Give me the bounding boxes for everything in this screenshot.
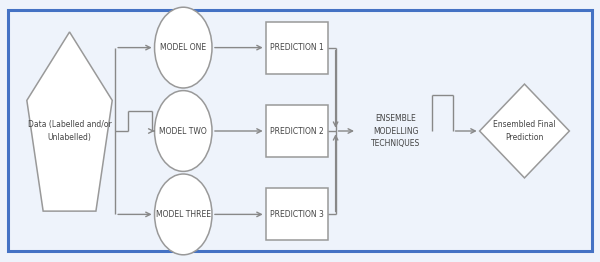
Text: ENSEMBLE
MODELLING
TECHNIQUES: ENSEMBLE MODELLING TECHNIQUES (371, 114, 421, 148)
Polygon shape (27, 32, 112, 211)
Text: MODEL ONE: MODEL ONE (160, 43, 206, 52)
FancyBboxPatch shape (266, 21, 328, 74)
FancyBboxPatch shape (266, 105, 328, 157)
Ellipse shape (155, 91, 212, 171)
Polygon shape (479, 84, 569, 178)
FancyBboxPatch shape (266, 188, 328, 241)
Ellipse shape (155, 7, 212, 88)
Text: PREDICTION 2: PREDICTION 2 (270, 127, 324, 135)
Text: MODEL TWO: MODEL TWO (160, 127, 207, 135)
Text: MODEL THREE: MODEL THREE (156, 210, 211, 219)
Ellipse shape (155, 174, 212, 255)
Text: PREDICTION 3: PREDICTION 3 (270, 210, 324, 219)
Text: Data (Labelled and/or
Unlabelled): Data (Labelled and/or Unlabelled) (28, 120, 112, 142)
Text: Ensembled Final
Prediction: Ensembled Final Prediction (493, 120, 556, 142)
Text: PREDICTION 1: PREDICTION 1 (270, 43, 324, 52)
